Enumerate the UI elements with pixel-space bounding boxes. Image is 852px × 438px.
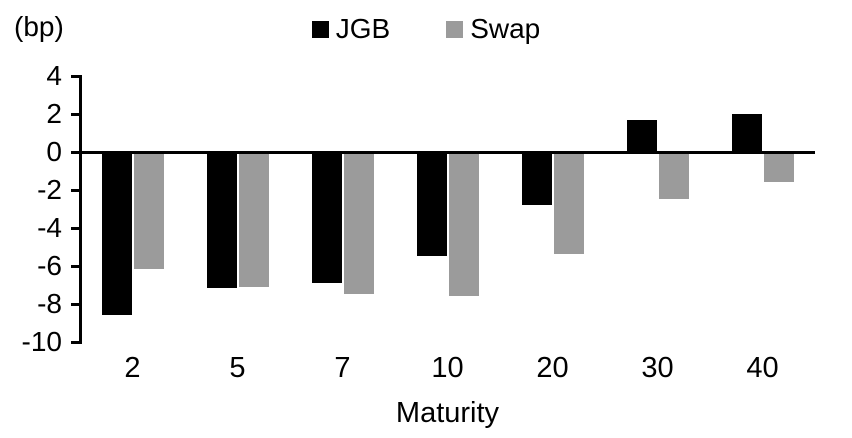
y-axis-tick [71,264,80,268]
bar-swap-20 [553,153,584,255]
y-axis-tick [71,302,80,306]
bar-jgb-10 [416,153,447,257]
bar-swap-7 [343,153,374,295]
bar-swap-2 [133,153,164,270]
x-axis-tick-label: 2 [124,352,141,384]
bar-jgb-30 [626,119,657,152]
x-axis-tick-label: 10 [431,352,464,384]
bar-jgb-20 [521,153,552,205]
y-axis-line [79,74,82,344]
y-axis-tick-label: 0 [46,136,62,167]
y-axis-tick [71,74,80,78]
x-axis-zero-line [79,150,815,154]
x-axis-title: Maturity [395,397,500,429]
legend-label: Swap [470,13,541,44]
y-axis-tick-label: 2 [46,98,62,129]
x-axis-tick-label: 30 [641,352,674,384]
bar-jgb-7 [311,153,342,283]
bar-swap-40 [763,153,794,182]
legend-label: JGB [335,13,391,44]
legend-swatch-icon [446,20,464,38]
y-axis-tick [71,226,80,230]
x-axis-tick-label: 40 [746,352,779,384]
y-axis-tick-label: -10 [21,326,62,357]
y-axis-tick [71,340,80,344]
x-axis-tick-label: 5 [229,352,246,384]
bar-swap-30 [658,153,689,200]
legend-swatch-icon [311,20,329,38]
y-axis-tick-label: -4 [37,212,62,243]
y-axis-unit-label: (bp) [14,11,64,42]
bar-jgb-5 [206,153,237,289]
y-axis-tick [71,112,80,116]
bar-jgb-40 [731,114,762,152]
bar-swap-5 [238,153,269,287]
y-axis-tick [71,150,80,154]
chart-legend: JGB Swap [0,13,852,45]
legend-item: JGB [311,13,391,45]
y-axis-tick-label: 4 [46,60,62,91]
y-axis-tick-label: -8 [37,288,62,319]
y-axis-tick-label: -2 [37,174,62,205]
y-axis-tick [71,188,80,192]
x-axis-tick-label: 20 [536,352,569,384]
legend-item: Swap [446,13,540,45]
x-axis-tick-label: 7 [334,352,351,384]
bar-jgb-2 [101,153,132,315]
y-axis-tick-label: -6 [37,250,62,281]
bar-swap-10 [448,153,479,296]
